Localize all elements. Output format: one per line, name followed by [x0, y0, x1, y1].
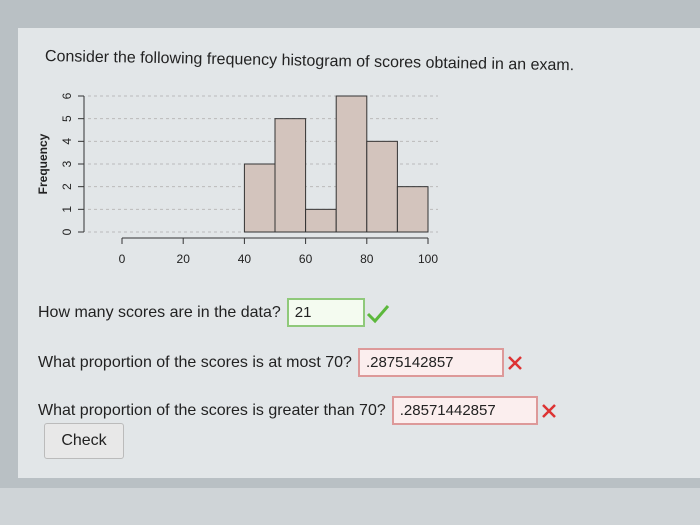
- y-axis-label: Frequency: [36, 133, 50, 194]
- question-row: What proportion of the scores is at most…: [38, 348, 526, 377]
- question-row: What proportion of the scores is greater…: [38, 396, 560, 425]
- bar: [335, 95, 368, 233]
- x-tick-label: 0: [119, 252, 126, 266]
- cross-icon: [541, 403, 556, 418]
- cross-icon: [508, 355, 522, 370]
- y-tick-label: 2: [60, 183, 74, 190]
- y-tick-label: 1: [60, 206, 74, 213]
- y-tick-label: 4: [60, 138, 74, 145]
- bar: [366, 140, 398, 233]
- bar: [274, 118, 307, 233]
- answer-input[interactable]: .2875142857: [357, 348, 504, 377]
- bar: [305, 208, 337, 233]
- x-tick-label: 20: [177, 252, 191, 266]
- question-text: What proportion of the scores is at most…: [38, 353, 352, 371]
- y-tick-label: 5: [60, 115, 74, 122]
- bar: [243, 163, 276, 233]
- answer-input[interactable]: .28571442857: [391, 396, 538, 425]
- check-icon: [366, 304, 389, 323]
- x-tick-label: 60: [299, 252, 313, 266]
- question-row: How many scores are in the data? 21: [38, 298, 391, 327]
- x-tick-label: 40: [238, 252, 252, 266]
- answer-input[interactable]: 21: [286, 298, 365, 327]
- bar: [396, 186, 429, 233]
- check-button[interactable]: Check: [44, 423, 124, 459]
- x-tick-label: 80: [360, 252, 374, 266]
- question-text: How many scores are in the data?: [38, 303, 281, 321]
- x-tick-label: 100: [418, 252, 438, 266]
- next-panel: [0, 488, 700, 525]
- question-text: What proportion of the scores is greater…: [38, 401, 386, 419]
- y-tick-label: 3: [60, 160, 74, 167]
- y-tick-label: 6: [60, 92, 74, 99]
- y-tick-label: 0: [60, 228, 74, 235]
